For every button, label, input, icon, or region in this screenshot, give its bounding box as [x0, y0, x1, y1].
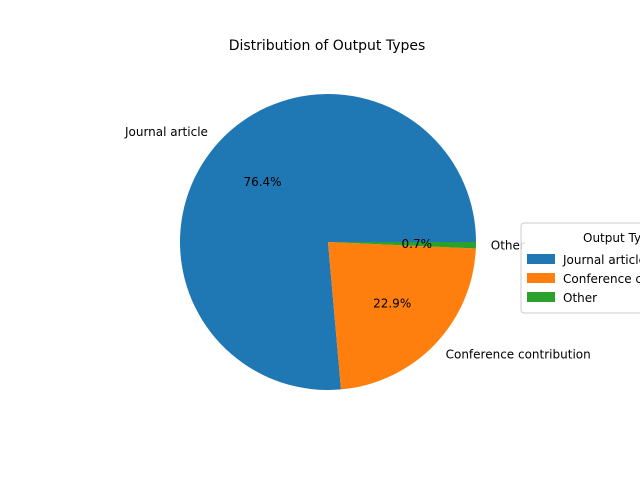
- percent-label: 22.9%: [373, 296, 411, 310]
- percent-label: 76.4%: [243, 175, 281, 189]
- pie-slice-other: [328, 242, 476, 249]
- pie-slice-conference-contribution: [328, 242, 476, 390]
- category-label: Other: [491, 239, 525, 253]
- category-label: Journal article: [124, 125, 208, 139]
- legend-entry: Other: [563, 291, 597, 305]
- legend-swatch: [527, 273, 555, 283]
- legend-title: Output Types: [583, 231, 640, 245]
- chart-title: Distribution of Output Types: [229, 38, 426, 54]
- legend-swatch: [527, 254, 555, 264]
- category-label: Conference contribution: [446, 348, 591, 362]
- legend-entry: Journal article: [562, 253, 640, 267]
- legend-entry: Conference contribution: [563, 272, 640, 286]
- legend-frame: [520, 222, 640, 314]
- percent-label: 0.7%: [402, 237, 433, 251]
- legend-items: Journal article Conference contribution Ot…: [527, 253, 640, 305]
- legend-swatch: [527, 292, 555, 302]
- pie-labels: Journal article 76.4% Conference contribut…: [124, 125, 591, 362]
- pie-slice-journal-article: [179, 94, 477, 390]
- legend: Output Types Journal article Conference c…: [520, 222, 640, 314]
- pie-slices: [179, 94, 477, 390]
